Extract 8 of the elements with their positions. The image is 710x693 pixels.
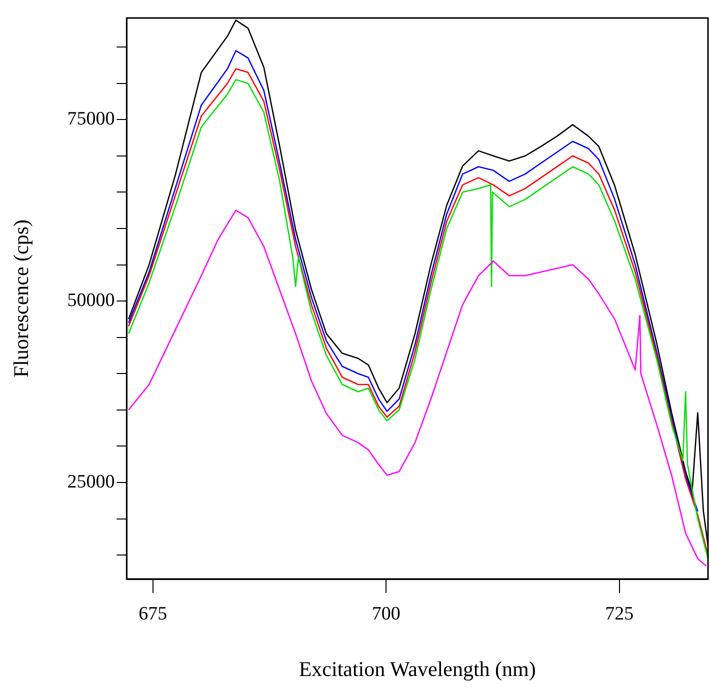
x-axis-title: Excitation Wavelength (nm) xyxy=(298,656,536,681)
x-tick-label: 700 xyxy=(372,603,400,624)
y-tick-label: 25000 xyxy=(67,471,115,492)
x-tick-label: 725 xyxy=(605,603,634,624)
y-tick-label: 50000 xyxy=(67,290,115,312)
y-axis-title: Fluorescence (cps) xyxy=(9,219,34,378)
y-tick-label: 75000 xyxy=(67,108,115,130)
x-tick-label: 675 xyxy=(138,603,168,624)
